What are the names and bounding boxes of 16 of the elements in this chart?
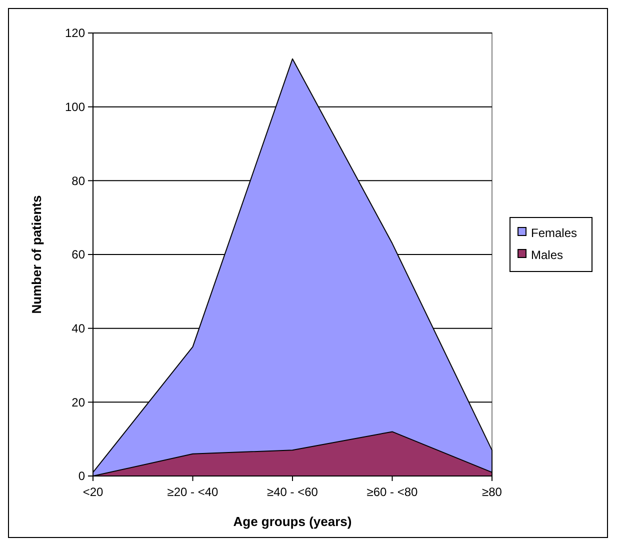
y-tick-label: 120 <box>64 26 86 40</box>
x-tick-label: <20 <box>82 485 104 499</box>
y-tick-label: 20 <box>72 395 86 410</box>
x-tick-label: ≥60 - <80 <box>366 485 418 499</box>
y-tick-label: 40 <box>72 322 86 336</box>
y-tick-label: 100 <box>64 100 86 114</box>
x-axis-title: Age groups (years) <box>233 514 352 529</box>
x-tick-label: ≥40 - <60 <box>267 485 318 499</box>
y-tick-label: 60 <box>72 248 86 262</box>
legend-label: Females <box>531 226 578 240</box>
y-axis-title: Number of patients <box>29 195 44 314</box>
x-tick-label: ≥80 <box>482 485 502 499</box>
y-tick-label: 0 <box>78 469 86 484</box>
legend-label: Males <box>531 248 564 262</box>
x-tick-label: ≥20 - <40 <box>167 485 219 499</box>
y-tick-label: 80 <box>72 174 86 188</box>
